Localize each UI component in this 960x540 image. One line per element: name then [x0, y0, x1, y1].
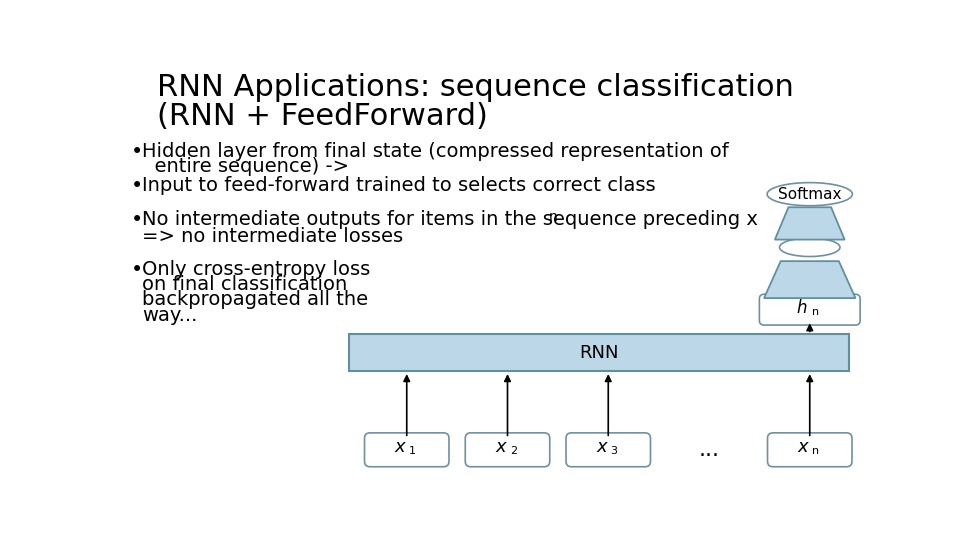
- Text: x: x: [495, 438, 506, 456]
- Polygon shape: [764, 261, 855, 298]
- Text: n: n: [812, 307, 819, 317]
- Text: => no intermediate losses: => no intermediate losses: [142, 226, 403, 246]
- Text: way...: way...: [142, 306, 197, 325]
- Text: •: •: [131, 142, 143, 162]
- Text: 2: 2: [510, 447, 516, 456]
- Text: on final classification: on final classification: [142, 275, 347, 294]
- FancyBboxPatch shape: [348, 334, 849, 372]
- Text: RNN Applications: sequence classification: RNN Applications: sequence classificatio…: [157, 72, 794, 102]
- Text: x: x: [596, 438, 607, 456]
- Text: •: •: [131, 177, 143, 197]
- FancyBboxPatch shape: [759, 294, 860, 325]
- Text: n: n: [548, 210, 558, 224]
- Text: h: h: [796, 299, 806, 317]
- FancyBboxPatch shape: [466, 433, 550, 467]
- Text: x: x: [395, 438, 405, 456]
- Polygon shape: [775, 207, 845, 240]
- Text: Softmax: Softmax: [778, 187, 842, 201]
- Ellipse shape: [780, 238, 840, 256]
- Text: RNN: RNN: [579, 344, 618, 362]
- Ellipse shape: [767, 183, 852, 206]
- FancyBboxPatch shape: [767, 433, 852, 467]
- Text: •: •: [131, 210, 143, 230]
- Text: x: x: [798, 438, 808, 456]
- FancyBboxPatch shape: [566, 433, 651, 467]
- Text: entire sequence) ->: entire sequence) ->: [142, 157, 348, 176]
- Text: n: n: [812, 447, 819, 456]
- Text: 3: 3: [611, 447, 617, 456]
- Text: •: •: [131, 260, 143, 280]
- Text: No intermediate outputs for items in the sequence preceding x: No intermediate outputs for items in the…: [142, 210, 757, 228]
- Text: (RNN + FeedForward): (RNN + FeedForward): [157, 102, 488, 131]
- Text: Only cross-entropy loss: Only cross-entropy loss: [142, 260, 370, 279]
- Text: Input to feed-forward trained to selects correct class: Input to feed-forward trained to selects…: [142, 177, 656, 195]
- Text: backpropagated all the: backpropagated all the: [142, 291, 368, 309]
- FancyBboxPatch shape: [365, 433, 449, 467]
- Text: ...: ...: [699, 440, 719, 460]
- Text: 1: 1: [409, 447, 416, 456]
- Text: Hidden layer from final state (compressed representation of: Hidden layer from final state (compresse…: [142, 142, 729, 161]
